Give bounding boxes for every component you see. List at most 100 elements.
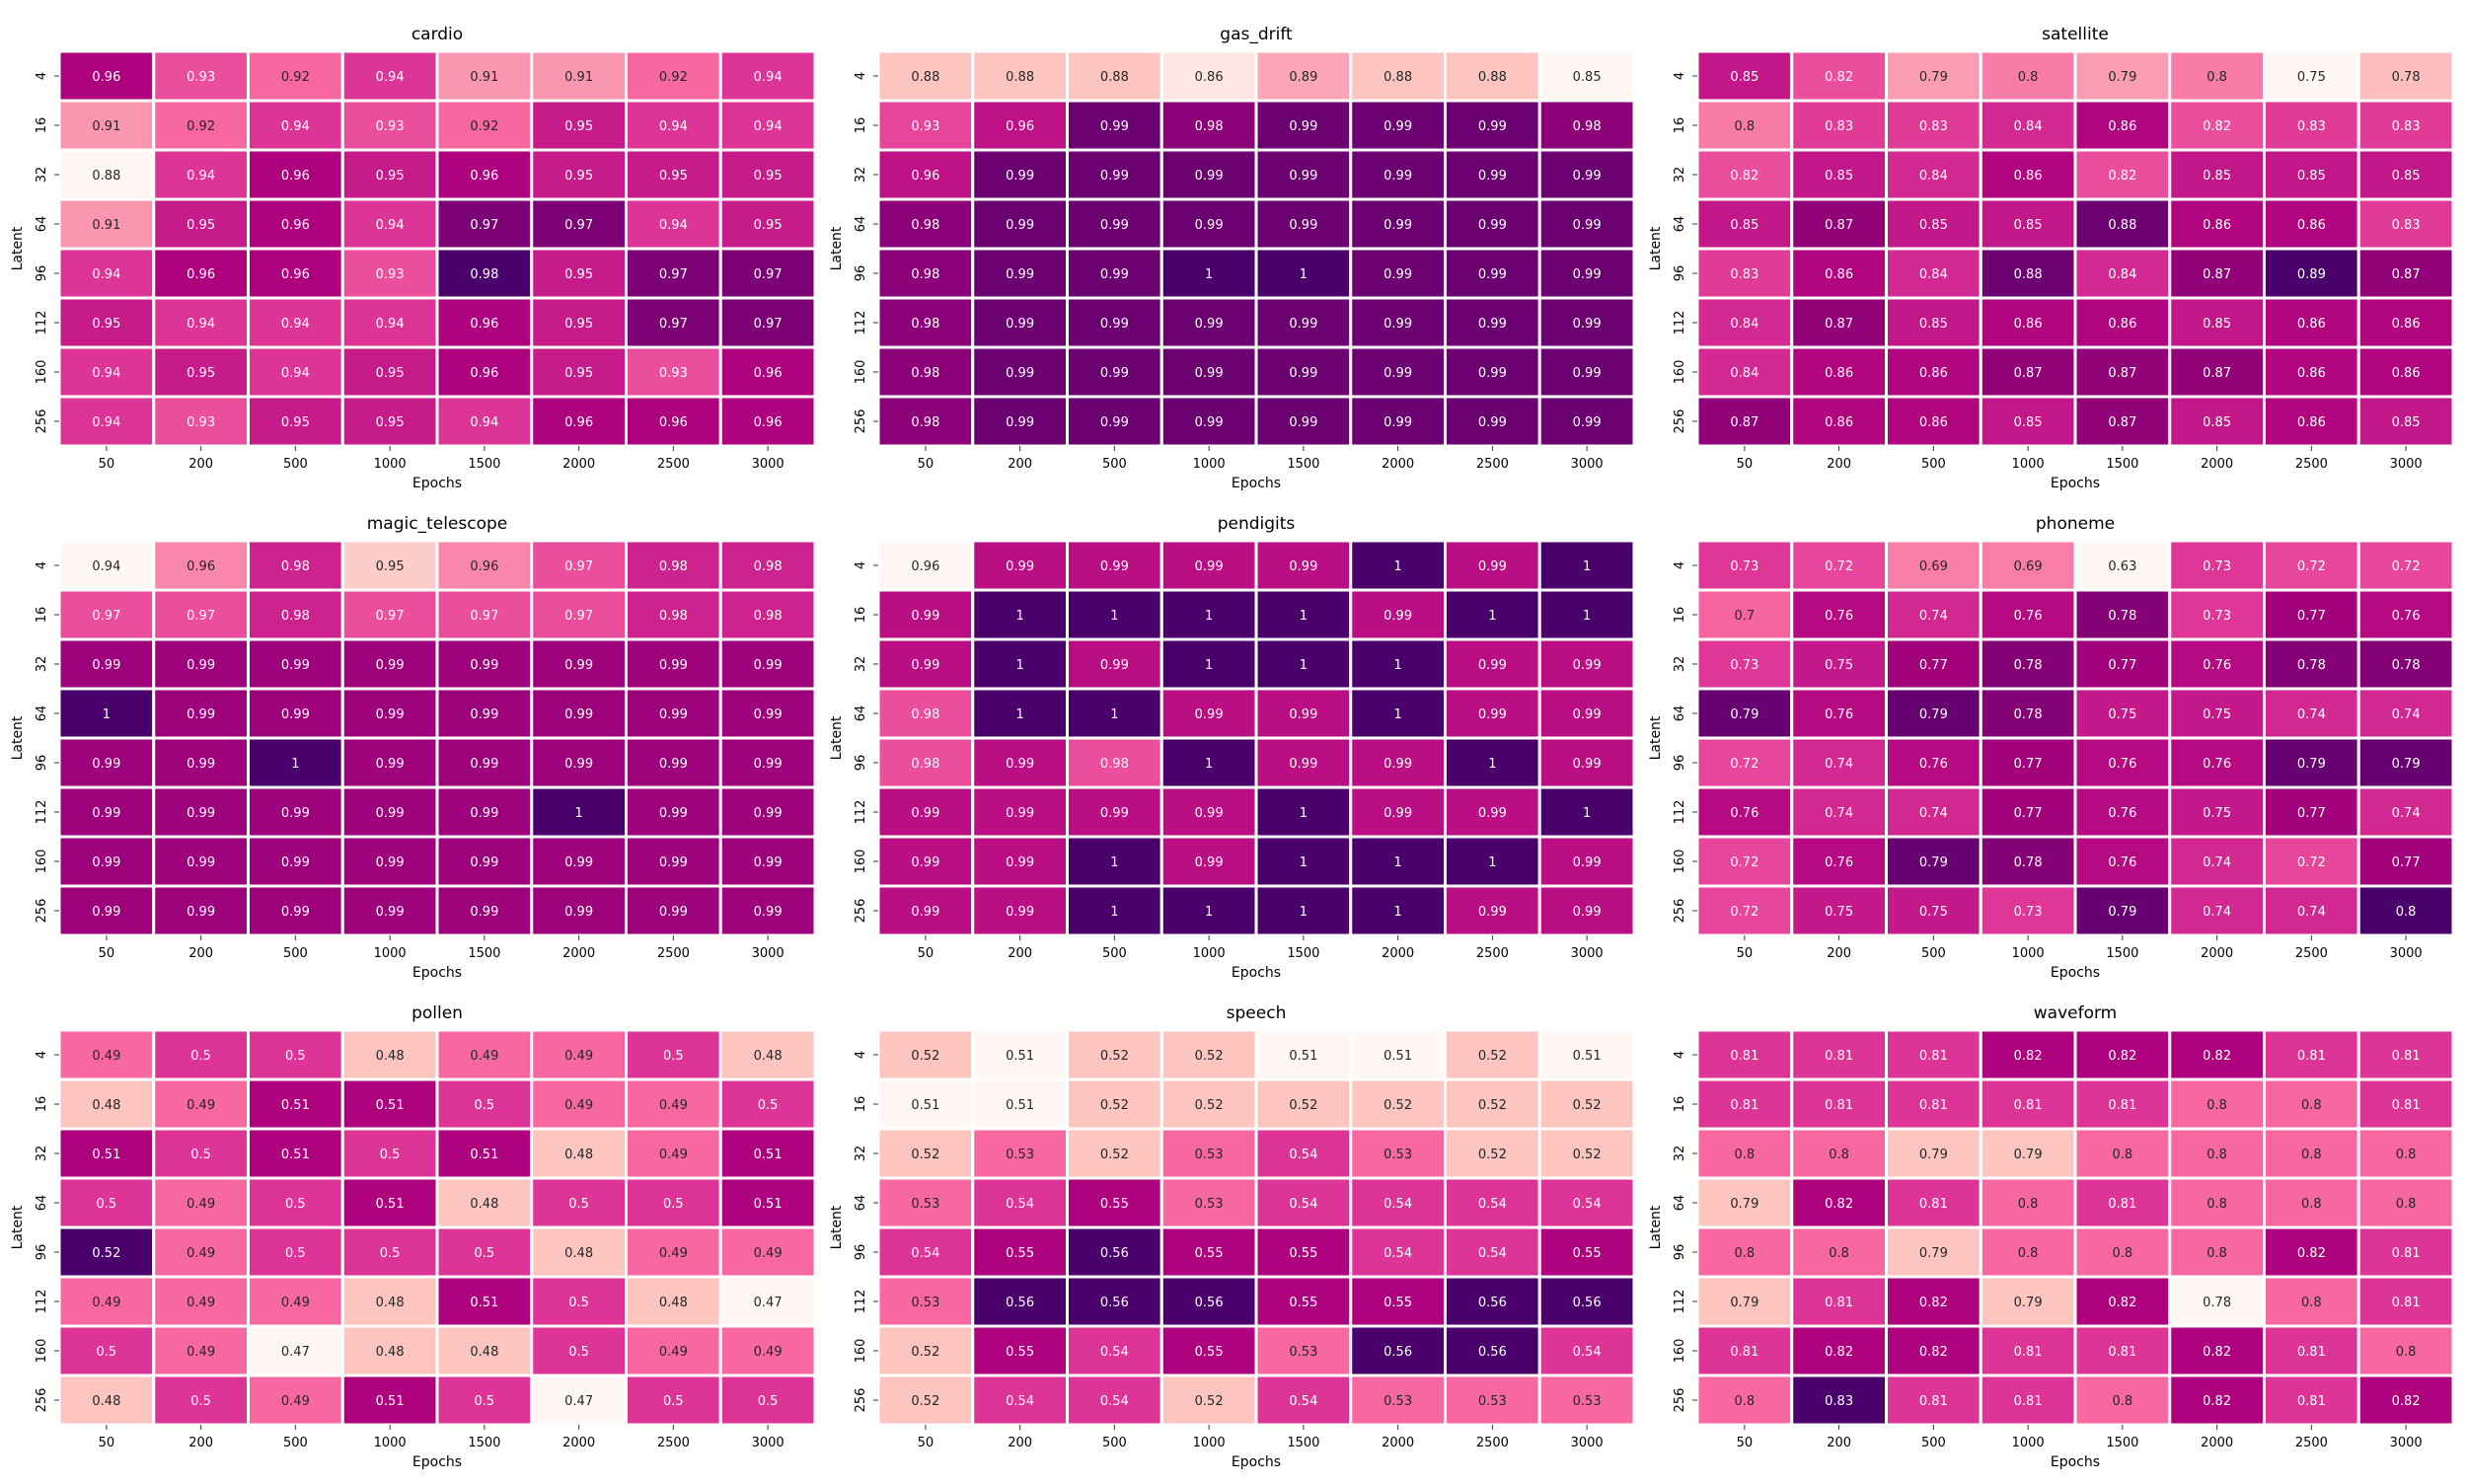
chart-title: cardio [411,25,463,44]
cell-value-label: 0.82 [1919,1345,1948,1360]
cell-value-label: 0.8 [2018,70,2039,85]
cell-value-label: 0.8 [2301,1197,2322,1212]
cell-value-label: 0.99 [1195,317,1224,332]
x-tick-label: 2000 [1382,946,1414,961]
cell-value-label: 0.99 [1100,658,1129,673]
cell-value-label: 0.99 [1006,559,1034,574]
heatmap-cell [2356,884,2455,937]
cell-value-label: 0.86 [2392,317,2421,332]
cell-value-label: 0.92 [470,119,498,134]
cell-value-label: 0.99 [1289,317,1317,332]
cell-value-label: 0.51 [376,1197,405,1212]
cell-value-label: 0.8 [1829,1148,1849,1162]
cell-value-label: 0.93 [187,70,215,85]
cell-value-label: 0.75 [1919,905,1948,920]
cell-value-label: 0.81 [1825,1049,1853,1064]
cell-value-label: 0.48 [564,1246,593,1261]
cell-value-label: 0.91 [92,119,120,134]
cell-value-label: 0.99 [1478,707,1507,722]
cell-value-label: 0.99 [92,806,120,821]
cell-value-label: 0.94 [754,70,783,85]
heatmap-cell [2168,1077,2266,1131]
heatmap-cell [1790,785,1888,839]
cell-value-label: 0.99 [564,905,593,920]
heatmap-cell [1254,835,1353,888]
cell-value-label: 0.52 [1478,1049,1507,1064]
cell-value-label: 0.49 [470,1049,498,1064]
cell-value-label: 0.85 [2014,415,2043,430]
y-tick-label: 4 [1673,1051,1687,1059]
heatmap-cell [1537,99,1636,152]
cell-value-label: 0.79 [2108,905,2136,920]
y-tick-label: 64 [854,705,868,722]
cell-value-label: 0.99 [1478,415,1507,430]
heatmap-cell [2168,296,2266,349]
cell-value-label: 0.52 [911,1394,939,1409]
heatmap-cell [971,148,1069,201]
cell-value-label: 0.76 [1825,609,1853,624]
y-tick-label: 160 [1673,850,1687,874]
heatmap-cell [530,539,628,592]
cell-value-label: 0.86 [2108,119,2136,134]
cell-value-label: 0.53 [1383,1394,1412,1409]
x-tick-label: 1000 [1193,457,1226,472]
y-tick-label: 160 [854,1339,868,1364]
heatmap-cell [718,588,817,641]
x-tick-label: 1500 [2106,946,2138,961]
cell-value-label: 0.81 [2392,1246,2421,1261]
cell-value-label: 0.8 [2113,1148,2133,1162]
heatmap-cell [1349,736,1447,789]
y-tick-label: 96 [35,1244,49,1261]
heatmap-cell [1979,1127,2077,1180]
cell-value-label: 0.81 [1730,1098,1758,1113]
cell-value-label: 0.89 [2297,267,2326,282]
cell-value-label: 0.8 [2113,1394,2133,1409]
x-tick-label: 200 [1008,457,1032,472]
cell-value-label: 0.8 [1735,119,1756,134]
cell-value-label: 0.99 [1573,757,1602,772]
cell-value-label: 0.73 [2014,905,2043,920]
x-tick-label: 200 [1827,457,1851,472]
cell-value-label: 0.98 [1100,757,1129,772]
y-tick-label: 16 [35,607,49,624]
cell-value-label: 0.88 [1006,70,1034,85]
cell-value-label: 0.82 [1825,1197,1853,1212]
heatmap-cell [1444,785,1541,839]
cell-value-label: 0.92 [187,119,215,134]
cell-value-label: 0.99 [1100,267,1129,282]
cell-value-label: 1 [1205,267,1213,282]
cell-value-label: 0.74 [1825,757,1853,772]
y-tick-label: 64 [854,216,868,233]
heatmap-cell [1885,1028,1982,1081]
y-tick-label: 32 [35,656,49,673]
cell-value-label: 0.99 [470,905,498,920]
heatmap-cell [152,588,250,641]
cell-value-label: 0.48 [376,1296,405,1310]
cell-value-label: 0.76 [2203,757,2231,772]
cell-value-label: 0.52 [1195,1098,1224,1113]
cell-value-label: 0.99 [1383,267,1412,282]
cell-value-label: 0.5 [380,1246,401,1261]
cell-value-label: 0.53 [1289,1345,1317,1360]
y-tick-label: 112 [854,800,868,825]
cell-value-label: 0.74 [2203,905,2231,920]
y-tick-label: 4 [1673,72,1687,80]
heatmap-cell [1159,99,1258,152]
x-tick-label: 2000 [2201,457,2233,472]
cell-value-label: 0.49 [187,1246,215,1261]
y-tick-label: 32 [854,656,868,673]
cell-value-label: 0.99 [564,707,593,722]
y-tick-label: 16 [854,117,868,134]
cell-value-label: 0.79 [1919,1148,1948,1162]
cell-value-label: 0.53 [1006,1148,1034,1162]
heatmap-cell [971,247,1069,300]
cell-value-label: 0.55 [1195,1246,1224,1261]
heatmap-cell [2356,345,2455,399]
heatmap-cell [1695,1373,1794,1427]
cell-value-label: 0.93 [659,366,688,381]
cell-value-label: 0.8 [2206,1197,2227,1212]
cell-value-label: 1 [1393,658,1401,673]
cell-value-label: 0.81 [1919,1049,1948,1064]
cell-value-label: 0.99 [1289,559,1317,574]
cell-value-label: 0.96 [470,317,498,332]
